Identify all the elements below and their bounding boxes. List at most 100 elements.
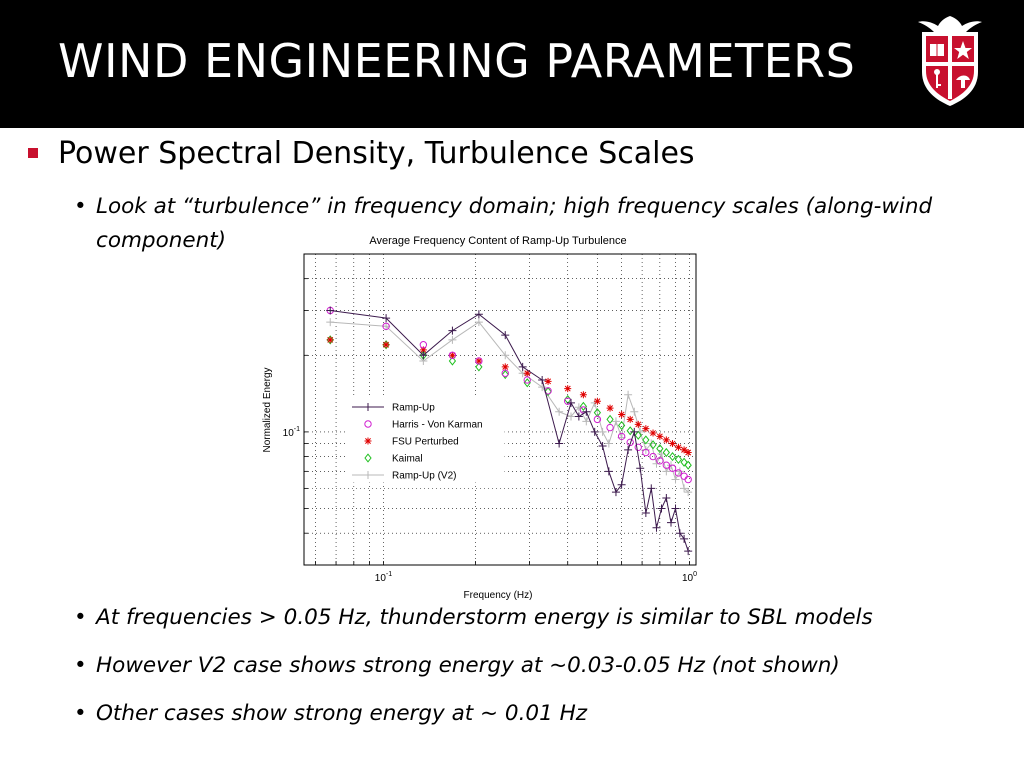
data-point — [662, 493, 671, 502]
data-point — [326, 306, 335, 315]
data-point — [382, 322, 390, 330]
texas-tech-shield-icon — [918, 16, 982, 106]
data-point — [671, 475, 680, 484]
sub-bullet-1-line1: Look at “turbulence” in frequency domain… — [96, 194, 933, 219]
y-tick-label: 10-1 — [283, 426, 300, 439]
data-point — [523, 378, 531, 388]
data-point — [680, 457, 688, 467]
data-point — [448, 356, 457, 366]
data-point — [523, 369, 531, 377]
series-line — [330, 321, 689, 493]
psd-chart: Average Frequency Content of Ramp-Up Tur… — [262, 235, 697, 601]
data-point — [641, 445, 650, 454]
legend-label: Ramp-Up (V2) — [392, 471, 456, 482]
data-point — [642, 448, 650, 457]
data-point — [326, 335, 334, 345]
data-point — [634, 430, 642, 440]
chart-title: Average Frequency Content of Ramp-Up Tur… — [369, 235, 626, 247]
data-point — [448, 351, 456, 359]
data-point — [636, 464, 645, 473]
data-point — [501, 369, 509, 377]
data-point — [617, 480, 626, 489]
data-point — [680, 484, 689, 493]
sub-bullet-1-line2: component) — [96, 228, 227, 253]
sub-bullet-4-text: Other cases show strong energy at ~ 0.01… — [96, 701, 588, 726]
data-point — [630, 407, 639, 416]
data-point — [382, 340, 390, 350]
data-point — [641, 509, 650, 518]
data-point — [382, 314, 391, 323]
data-point — [618, 411, 626, 419]
legend-marker — [364, 437, 372, 445]
data-point — [582, 417, 591, 426]
data-point — [523, 376, 531, 384]
data-point — [604, 439, 613, 448]
data-point — [667, 518, 676, 527]
data-point — [675, 529, 684, 538]
legend-marker — [364, 471, 372, 479]
data-point — [684, 547, 693, 556]
bullet-dot: • — [74, 605, 87, 630]
data-point — [642, 435, 650, 445]
data-point — [674, 443, 682, 451]
data-point — [671, 504, 680, 513]
data-point — [501, 351, 510, 360]
legend-marker — [364, 420, 372, 428]
legend-label: Ramp-Up — [392, 403, 435, 414]
data-point — [501, 369, 509, 380]
legend-marker — [364, 403, 372, 411]
data-point — [675, 467, 684, 476]
data-point — [684, 475, 692, 484]
data-point — [656, 457, 664, 465]
legend-label: FSU Perturbed — [392, 437, 459, 448]
series-ramp-up — [326, 306, 693, 556]
main-bullet-text: Power Spectral Density, Turbulence Scale… — [58, 136, 695, 171]
chart-legend: Ramp-Up Harris - Von Karman FSU Perturbed K… — [347, 397, 505, 483]
data-point — [593, 415, 602, 424]
data-point — [564, 385, 572, 393]
data-point — [501, 363, 509, 371]
data-point — [669, 440, 677, 448]
data-point — [326, 336, 334, 344]
data-point — [474, 310, 483, 319]
data-point — [574, 412, 583, 421]
data-point — [606, 414, 614, 424]
data-point — [555, 407, 564, 416]
data-point — [656, 432, 664, 440]
data-point — [475, 362, 483, 372]
data-point — [684, 460, 692, 470]
data-point — [518, 362, 527, 371]
data-point — [626, 415, 634, 423]
data-point — [657, 504, 666, 513]
data-point — [617, 420, 626, 431]
data-point — [626, 438, 634, 447]
data-point — [448, 335, 457, 344]
legend-marker — [364, 453, 372, 463]
data-point — [604, 467, 613, 476]
y-axis-label: Normalized Energy — [262, 367, 273, 452]
data-point — [642, 425, 650, 433]
data-point — [474, 318, 483, 327]
data-point — [662, 447, 670, 458]
data-point — [626, 426, 634, 436]
bullet-dot: • — [74, 701, 87, 726]
data-point — [684, 488, 693, 497]
data-point — [598, 427, 607, 436]
data-point — [538, 383, 547, 392]
series-fsu-perturbed — [326, 336, 692, 457]
data-point — [674, 469, 683, 477]
x-axis-label: Frequency (Hz) — [464, 590, 533, 601]
data-point — [567, 398, 576, 407]
data-point — [475, 357, 483, 365]
data-point — [624, 390, 633, 399]
data-point — [680, 534, 689, 543]
x-tick-label: 10-1 — [375, 571, 392, 584]
data-point — [326, 318, 335, 327]
axis-ticks: 10-1 100 10-1 — [283, 253, 697, 584]
data-point — [590, 427, 599, 436]
data-point — [617, 432, 626, 441]
data-point — [579, 391, 587, 399]
data-point — [649, 440, 657, 450]
x-tick-label: 100 — [682, 571, 697, 584]
data-point — [606, 423, 614, 432]
